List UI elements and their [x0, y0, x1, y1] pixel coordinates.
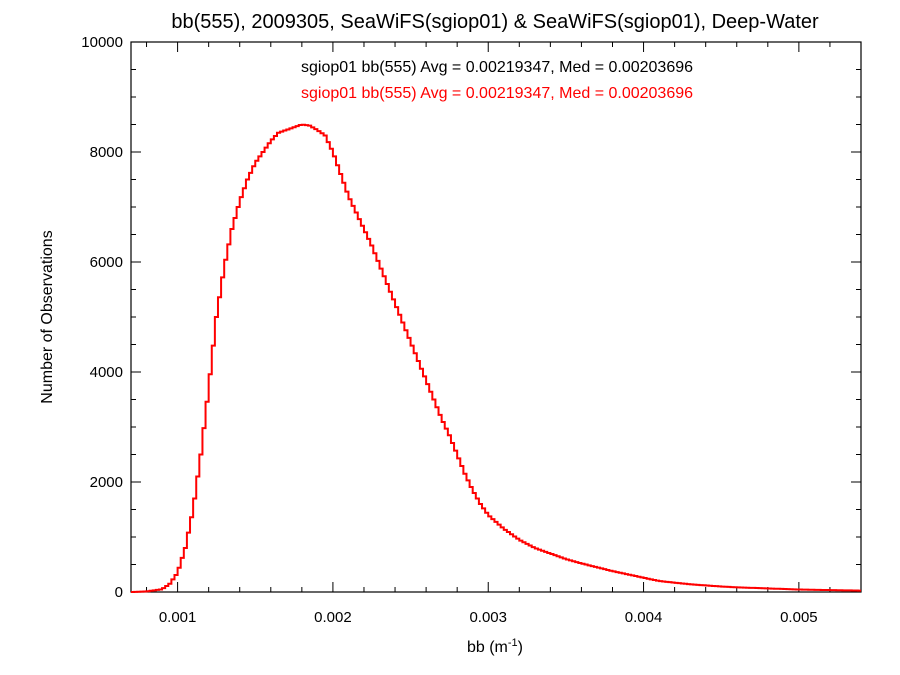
histogram-series-line: [131, 123, 861, 593]
plot-frame: [130, 41, 862, 593]
y-tick-label: 0: [115, 584, 123, 601]
x-tick-label: 0.003: [469, 609, 507, 626]
x-tick-label: 0.005: [780, 609, 818, 626]
series-layer: [131, 123, 861, 593]
y-tick-label: 10000: [81, 34, 123, 51]
y-axis-label: Number of Observations: [39, 230, 56, 403]
x-axis-label: bb (m-1): [467, 637, 523, 656]
chart-title: bb(555), 2009305, SeaWiFS(sgiop01) & Sea…: [171, 11, 819, 33]
annotation-red: sgiop01 bb(555) Avg = 0.00219347, Med = …: [301, 85, 693, 102]
y-tick-label: 4000: [90, 364, 123, 381]
y-tick-label: 6000: [90, 254, 123, 271]
x-tick-label: 0.002: [314, 609, 352, 626]
y-tick-label: 2000: [90, 474, 123, 491]
x-tick-label: 0.004: [625, 609, 663, 626]
x-axis-label-superscript: -1: [508, 637, 518, 649]
y-axis-ticks: 0 2000 4000 6000 8000 10000: [81, 34, 861, 601]
x-axis-ticks: 0.001 0.002 0.003 0.004 0.005: [146, 42, 862, 626]
y-tick-label: 8000: [90, 144, 123, 161]
x-tick-label: 0.001: [159, 609, 197, 626]
x-axis-label-base: bb (m: [467, 639, 508, 656]
x-axis-label-close: ): [518, 639, 523, 656]
annotation-black: sgiop01 bb(555) Avg = 0.00219347, Med = …: [301, 59, 693, 76]
